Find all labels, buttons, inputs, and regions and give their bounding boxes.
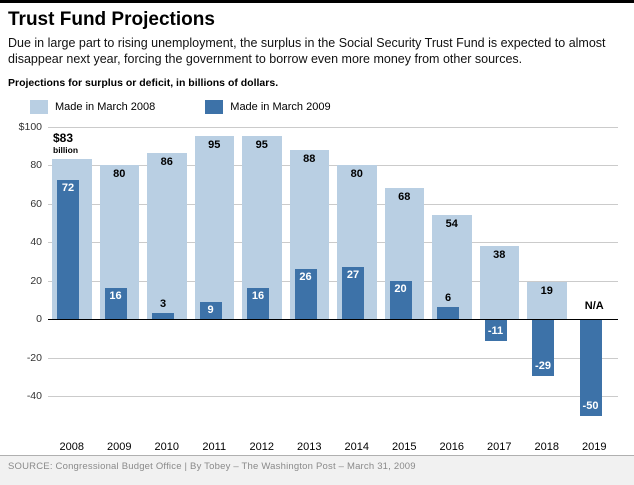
bar-2008-2016 [432, 215, 472, 319]
bar-group-2014: 80 27 [333, 127, 381, 435]
x-tick-2015: 2015 [392, 440, 417, 453]
y-tick-label: 0 [36, 313, 42, 325]
bar-2009-2008 [57, 180, 79, 319]
chart-description: Due in large part to rising unemployment… [8, 36, 606, 67]
x-tick-2012: 2012 [249, 440, 274, 453]
x-tick-2016: 2016 [439, 440, 464, 453]
source-bar: SOURCE: Congressional Budget Office | By… [0, 455, 634, 485]
bar-2009-2018 [532, 320, 554, 376]
y-axis: $100 80 60 40 20 0 -20 -40 [8, 121, 48, 435]
bar-label-2008-2014: 80 [350, 168, 363, 180]
bar-label-2009-2019: -50 [582, 400, 599, 413]
bar-label-2008-2015: 68 [398, 191, 411, 204]
bar-groups: $83 billion 72 80 16 86 3 95 9 95 16 88 26 80 27 68 20 54… [48, 127, 618, 435]
bar-2008-2011 [194, 136, 234, 319]
bar-2008-2010 [147, 153, 187, 319]
bar-group-2009: 80 16 [96, 127, 144, 435]
gridline [48, 203, 618, 205]
bar-2009-2019 [579, 320, 602, 417]
bar-label-2008-2013: 88 [303, 152, 316, 165]
y-tick-label: -20 [26, 351, 42, 364]
bar-group-2019: N/A -50 [571, 127, 619, 435]
bar-label-2008-2019: N/A [584, 300, 604, 312]
legend-swatch-2009-icon [205, 99, 224, 114]
chart-note: Projections for surplus or deficit, in b… [8, 76, 279, 89]
bar-group-2016: 54 6 [428, 127, 476, 435]
bar-group-2012: 95 16 [238, 127, 286, 435]
bar-label-2009-2015: 20 [394, 282, 407, 295]
x-tick-2017: 2017 [487, 440, 512, 453]
plot-area: $83 billion 72 80 16 86 3 95 9 95 16 88 26 80 27 68 20 54… [48, 126, 618, 435]
bar-label-2009-2012: 16 [251, 290, 265, 303]
x-tick-2008: 2008 [59, 440, 84, 453]
bar-label-2009-2017: -11 [487, 325, 504, 338]
legend-label-2009: Made in March 2009 [230, 100, 331, 113]
bar-label-2009-2008: 72 [61, 182, 75, 195]
bar-2009-2013 [294, 268, 317, 319]
bar-2009-2010 [152, 313, 174, 319]
y-tick-label: 40 [30, 236, 42, 248]
y-tick-label: $100 [18, 120, 42, 133]
x-tick-2009: 2009 [107, 440, 132, 453]
bar-group-2017: 38 -11 [476, 127, 524, 435]
legend-swatch-2008-icon [30, 99, 48, 114]
bar-label-2008-2016: 54 [445, 218, 458, 231]
gridline [48, 165, 618, 166]
bar-label-2008-2009: 80 [113, 168, 126, 180]
y-tick-label: 60 [30, 197, 42, 210]
bar-2009-2011 [199, 301, 222, 319]
x-axis: 2008 2009 2010 2011 2012 2013 2014 2015 2016 2017… [48, 441, 618, 453]
bar-2009-2017 [484, 320, 507, 342]
x-tick-2011: 2011 [202, 440, 227, 453]
bar-group-2010: 86 3 [143, 127, 191, 435]
source-text: SOURCE: Congressional Budget Office | By… [8, 461, 416, 472]
x-tick-2013: 2013 [297, 440, 322, 453]
y-tick-label: 20 [30, 274, 42, 287]
zero-line [48, 319, 618, 320]
chart: $100 80 60 40 20 0 -20 -40 $83 billion 72 80 16 86 3 9… [8, 121, 626, 435]
bar-2008-2018 [527, 282, 567, 319]
gridline [48, 357, 618, 359]
x-tick-2014: 2014 [344, 440, 369, 453]
legend-item-2009: Made in March 2009 [205, 99, 331, 114]
bar-2009-2016 [437, 307, 459, 319]
bar-label-2009-2016: 6 [444, 292, 452, 305]
bar-label-2008-2008: $83 billion [53, 131, 79, 156]
bar-label-2008-2011: 95 [208, 139, 221, 152]
x-tick-2019: 2019 [582, 440, 607, 453]
gridline [48, 126, 618, 128]
bar-group-2008: $83 billion 72 [48, 127, 96, 435]
gridline [48, 396, 618, 397]
legend: Made in March 2008 Made in March 2009 [30, 99, 626, 114]
gridline [48, 280, 618, 282]
bar-group-2013: 88 26 [286, 127, 334, 435]
page-title: Trust Fund Projections [8, 9, 215, 30]
bar-label-2009-2010: 3 [159, 298, 167, 311]
bar-label-2008-2012: 95 [255, 139, 268, 152]
bar-2009-2009 [104, 288, 127, 319]
bar-label-2008-2018: 19 [540, 285, 553, 298]
bar-label-2009-2014: 27 [346, 269, 360, 282]
gridline [48, 242, 618, 243]
bar-2008-2017 [479, 245, 519, 319]
bar-2009-2014 [342, 267, 364, 319]
bar-label-2009-2013: 26 [299, 270, 312, 283]
bar-group-2015: 68 20 [381, 127, 429, 435]
bar-group-2011: 95 9 [191, 127, 239, 435]
y-tick-label: -40 [26, 390, 42, 402]
x-tick-2018: 2018 [534, 440, 559, 453]
y-tick-label: 80 [30, 159, 42, 171]
article-content: Trust Fund Projections Due in large part… [0, 3, 634, 453]
legend-item-2008: Made in March 2008 [30, 99, 156, 114]
bar-label-2008-2010: 86 [160, 156, 173, 169]
bar-label-2009-2018: -29 [535, 359, 551, 372]
legend-label-2008: Made in March 2008 [55, 100, 156, 113]
bar-label-2009-2009: 16 [109, 290, 122, 303]
bar-2009-2012 [247, 288, 269, 319]
x-tick-2010: 2010 [154, 440, 179, 453]
bar-label-2008-2017: 38 [493, 248, 506, 261]
bar-label-2009-2011: 9 [207, 303, 214, 316]
bar-group-2018: 19 -29 [523, 127, 571, 435]
bar-2009-2015 [389, 280, 412, 319]
